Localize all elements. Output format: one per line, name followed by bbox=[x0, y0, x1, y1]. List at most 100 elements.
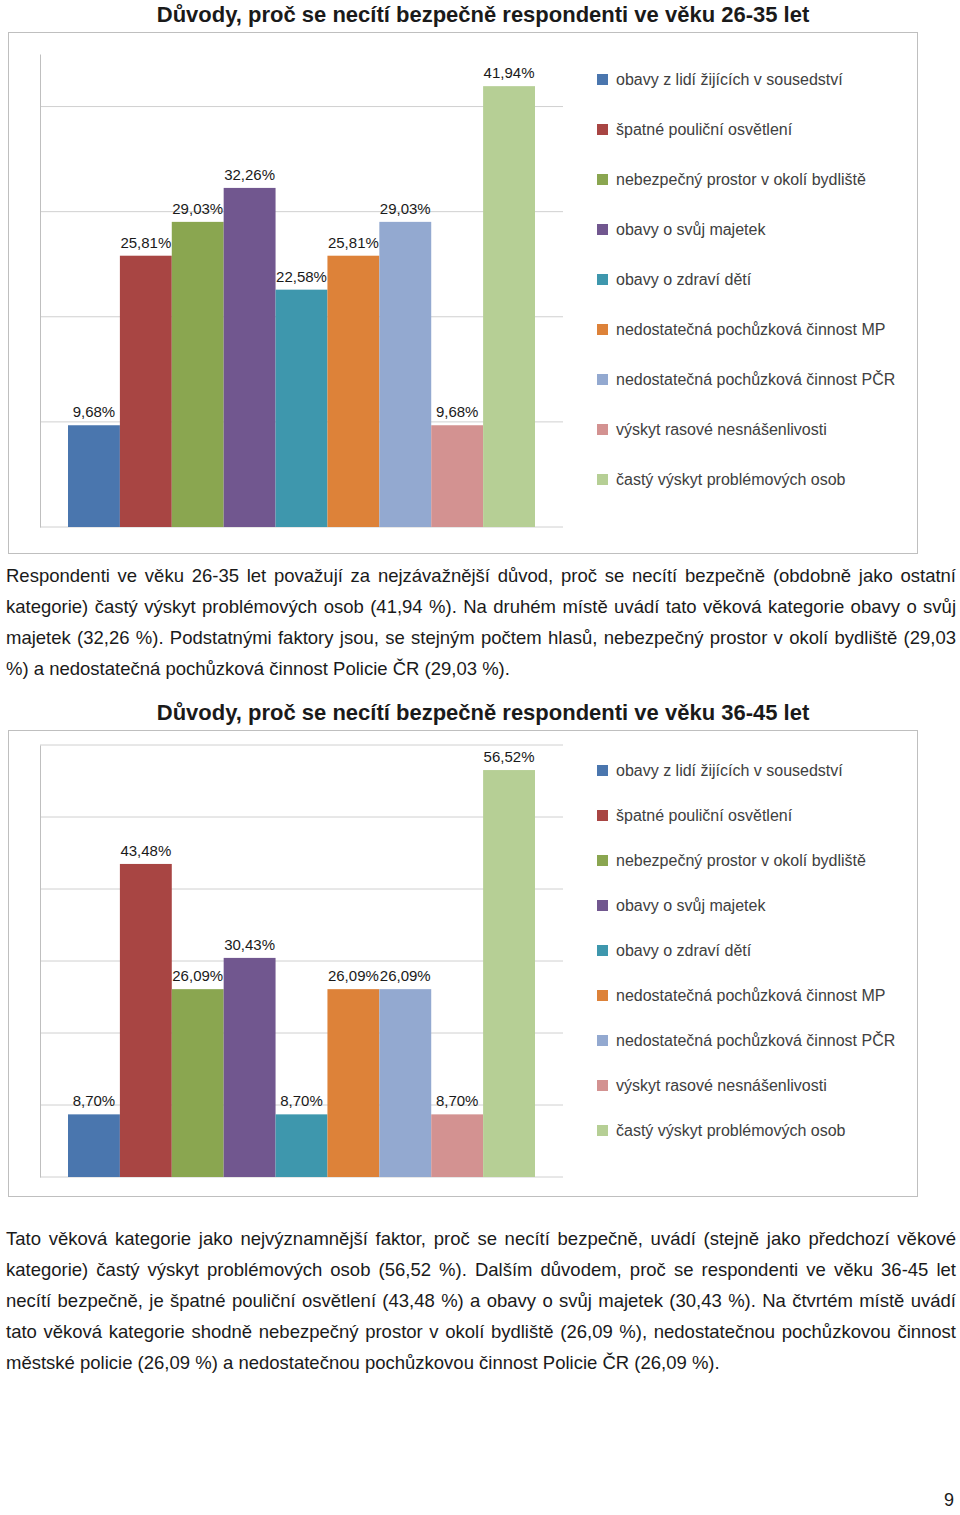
data-label: 8,70% bbox=[436, 1092, 479, 1109]
y-axis bbox=[40, 746, 42, 1178]
legend-line: výskyt rasové nesnášenlivosti bbox=[616, 1077, 827, 1094]
legend-entry: obavy o svůj majetek bbox=[616, 221, 766, 238]
data-labels: 9,68%25,81%29,03%32,26%22,58%25,81%29,03… bbox=[73, 64, 535, 420]
legend-swatch bbox=[597, 474, 608, 485]
y-axis-line bbox=[40, 55, 41, 528]
legend-line: nebezpečný prostor v okolí bydliště bbox=[616, 171, 866, 188]
bar bbox=[483, 770, 535, 1177]
bar bbox=[276, 290, 328, 527]
chart: 8,70%43,48%26,09%30,43%8,70%26,09%26,09%… bbox=[8, 730, 918, 1197]
legend-line: výskyt rasové nesnášenlivosti bbox=[616, 421, 827, 438]
bar bbox=[483, 86, 535, 527]
data-labels: 8,70%43,48%26,09%30,43%8,70%26,09%26,09%… bbox=[73, 748, 535, 1109]
legend-swatch bbox=[597, 855, 608, 866]
chart-frame bbox=[9, 731, 918, 1197]
data-label: 29,03% bbox=[380, 200, 431, 217]
data-label: 26,09% bbox=[380, 967, 431, 984]
legend-swatch bbox=[597, 74, 608, 85]
legend-swatch bbox=[597, 424, 608, 435]
legend-line: špatné pouliční osvětlení bbox=[616, 807, 793, 824]
page-number: 9 bbox=[944, 1490, 954, 1511]
legend-entry: častý výskyt problémových osob bbox=[616, 471, 846, 488]
bar bbox=[172, 989, 224, 1177]
bar bbox=[276, 1114, 328, 1177]
grid bbox=[40, 745, 563, 1177]
legend-line: špatné pouliční osvětlení bbox=[616, 121, 793, 138]
legend: obavy z lidí žijících v sousedství špatné… bbox=[597, 762, 895, 1139]
legend-swatch bbox=[597, 810, 608, 821]
data-label: 30,43% bbox=[224, 936, 275, 953]
legend-line: obavy o zdraví dětí bbox=[616, 271, 752, 288]
y-axis-line bbox=[40, 746, 41, 1178]
legend-entry: nedostatečná pochůzková činnost PČR bbox=[616, 370, 895, 388]
chart: 9,68%25,81%29,03%32,26%22,58%25,81%29,03… bbox=[8, 32, 918, 554]
legend-line: obavy o svůj majetek bbox=[616, 221, 766, 238]
bars bbox=[68, 770, 535, 1177]
data-label: 26,09% bbox=[172, 967, 223, 984]
legend-swatch bbox=[597, 900, 608, 911]
legend-entry: nebezpečný prostor v okolí bydliště bbox=[616, 852, 866, 869]
legend-swatch bbox=[597, 124, 608, 135]
bar bbox=[327, 989, 379, 1177]
data-label: 8,70% bbox=[73, 1092, 116, 1109]
legend-entry: obavy z lidí žijících v sousedství bbox=[616, 71, 843, 88]
bar bbox=[224, 188, 276, 527]
data-label: 43,48% bbox=[120, 842, 171, 859]
legend: obavy z lidí žijících v sousedství špatné… bbox=[597, 71, 895, 488]
legend-line: častý výskyt problémových osob bbox=[616, 471, 846, 488]
legend-line: obavy z lidí žijících v sousedství bbox=[616, 71, 843, 88]
bar bbox=[379, 222, 431, 527]
bar bbox=[224, 958, 276, 1177]
legend-line: obavy o zdraví dětí bbox=[616, 942, 752, 959]
legend-swatch bbox=[597, 990, 608, 1001]
legend-line: nedostatečná pochůzková činnost MP bbox=[616, 321, 886, 338]
legend-entry: výskyt rasové nesnášenlivosti bbox=[616, 1077, 827, 1094]
legend-line: nedostatečná pochůzková činnost MP bbox=[616, 987, 886, 1004]
legend-swatch bbox=[597, 274, 608, 285]
bar bbox=[172, 222, 224, 527]
legend-entry: obavy o svůj majetek bbox=[616, 897, 766, 914]
data-label: 32,26% bbox=[224, 166, 275, 183]
data-label: 8,70% bbox=[280, 1092, 323, 1109]
bars bbox=[68, 86, 535, 527]
legend-swatch bbox=[597, 945, 608, 956]
legend-entry: nedostatečná pochůzková činnost MP bbox=[616, 321, 886, 338]
chart-frame bbox=[9, 33, 918, 554]
paragraph: Respondenti ve věku 26-35 let považují z… bbox=[6, 560, 956, 684]
legend-entry: obavy z lidí žijících v sousedství bbox=[616, 762, 843, 779]
grid-line bbox=[40, 745, 563, 746]
legend-entry: výskyt rasové nesnášenlivosti bbox=[616, 421, 827, 438]
legend-entry: nedostatečná pochůzková činnost PČR bbox=[616, 1031, 895, 1049]
legend-line: obavy z lidí žijících v sousedství bbox=[616, 762, 843, 779]
legend-entry: nedostatečná pochůzková činnost MP bbox=[616, 987, 886, 1004]
chart-title: Důvody, proč se necítí bezpečně responde… bbox=[0, 0, 960, 32]
data-label: 41,94% bbox=[484, 64, 535, 81]
legend-swatch bbox=[597, 174, 608, 185]
legend-line: obavy o svůj majetek bbox=[616, 897, 766, 914]
legend-entry: špatné pouliční osvětlení bbox=[616, 807, 793, 824]
bar bbox=[431, 1114, 483, 1177]
legend-entry: obavy o zdraví dětí bbox=[616, 942, 752, 959]
legend-swatch bbox=[597, 324, 608, 335]
data-label: 26,09% bbox=[328, 967, 379, 984]
paragraph: Tato věková kategorie jako nejvýznamnějš… bbox=[6, 1223, 956, 1378]
bar bbox=[431, 425, 483, 527]
bar bbox=[120, 864, 172, 1177]
legend-line: nebezpečný prostor v okolí bydliště bbox=[616, 852, 866, 869]
legend-entry: nebezpečný prostor v okolí bydliště bbox=[616, 171, 866, 188]
legend-swatch bbox=[597, 1035, 608, 1046]
data-label: 9,68% bbox=[436, 403, 479, 420]
legend-swatch bbox=[597, 374, 608, 385]
legend-swatch bbox=[597, 224, 608, 235]
legend-entry: špatné pouliční osvětlení bbox=[616, 121, 793, 138]
data-label: 25,81% bbox=[328, 234, 379, 251]
legend-line: nedostatečná pochůzková činnost PČR bbox=[616, 1031, 895, 1049]
y-axis bbox=[40, 55, 42, 528]
bar bbox=[68, 425, 120, 527]
bar bbox=[120, 256, 172, 527]
legend-line: nedostatečná pochůzková činnost PČR bbox=[616, 370, 895, 388]
data-label: 56,52% bbox=[484, 748, 535, 765]
data-label: 29,03% bbox=[172, 200, 223, 217]
bar bbox=[327, 256, 379, 527]
data-label: 9,68% bbox=[73, 403, 116, 420]
